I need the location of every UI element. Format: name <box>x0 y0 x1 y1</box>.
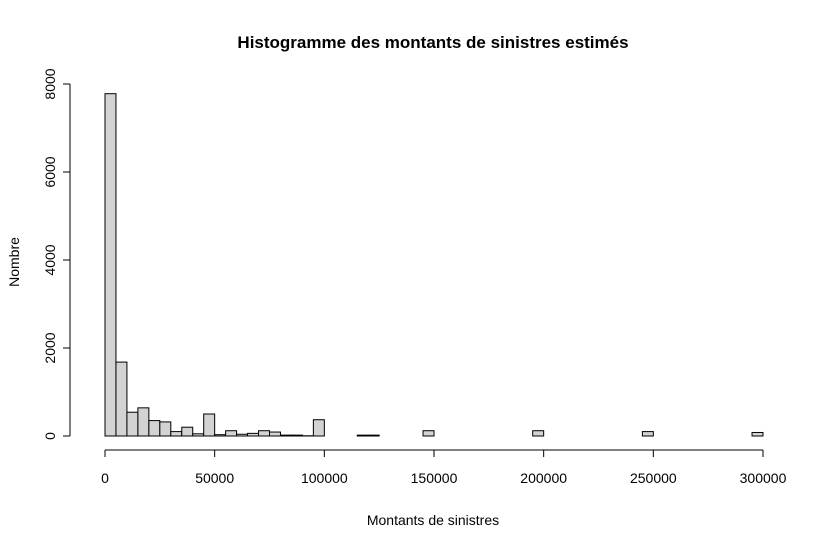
histogram-bar <box>126 411 139 437</box>
histogram-bar <box>137 407 150 437</box>
chart-title: Histogramme des montants de sinistres es… <box>237 33 628 52</box>
histogram-bar <box>148 420 161 437</box>
histogram-bar <box>258 430 270 437</box>
histogram-bar <box>641 431 654 437</box>
histogram-bar <box>115 361 128 437</box>
x-tick-label: 200000 <box>520 470 567 486</box>
y-tick-label: 6000 <box>42 156 58 187</box>
y-axis-label: Nombre <box>6 237 22 287</box>
histogram-bar <box>170 431 183 437</box>
histogram-bar <box>225 430 238 437</box>
x-tick-label: 0 <box>101 470 109 486</box>
x-tick-label: 100000 <box>301 470 348 486</box>
histogram-bar <box>159 421 172 437</box>
histogram-bar <box>236 433 249 437</box>
x-tick-label: 250000 <box>630 470 677 486</box>
x-axis-label: Montants de sinistres <box>367 512 499 528</box>
histogram-bar <box>214 434 227 437</box>
histogram-bar <box>247 432 260 437</box>
x-tick-label: 150000 <box>411 470 458 486</box>
histogram-bar <box>279 434 292 437</box>
histogram-bar <box>532 430 545 437</box>
x-tick-label: 300000 <box>740 470 787 486</box>
x-tick-label: 50000 <box>195 470 234 486</box>
y-tick-label: 4000 <box>42 244 58 275</box>
histogram-bar <box>104 93 117 437</box>
y-tick-label: 8000 <box>42 68 58 99</box>
histogram-bar <box>367 434 380 437</box>
histogram-bar <box>422 430 435 437</box>
histogram-bars <box>104 93 764 437</box>
histogram-bar <box>181 426 194 437</box>
histogram-bar <box>192 433 205 437</box>
histogram-bar <box>290 434 303 437</box>
y-tick-label: 0 <box>42 432 58 440</box>
y-tick-label: 2000 <box>42 332 58 363</box>
histogram-bar <box>356 434 369 437</box>
histogram-bar <box>751 431 764 437</box>
histogram-bar <box>203 413 216 437</box>
y-axis-ticks: 0 2000 4000 6000 8000 <box>42 68 70 440</box>
x-axis-ticks: 0 50000 100000 150000 200000 250000 300000 <box>101 450 787 486</box>
histogram-bar <box>269 431 281 437</box>
histogram-bar <box>312 419 325 437</box>
